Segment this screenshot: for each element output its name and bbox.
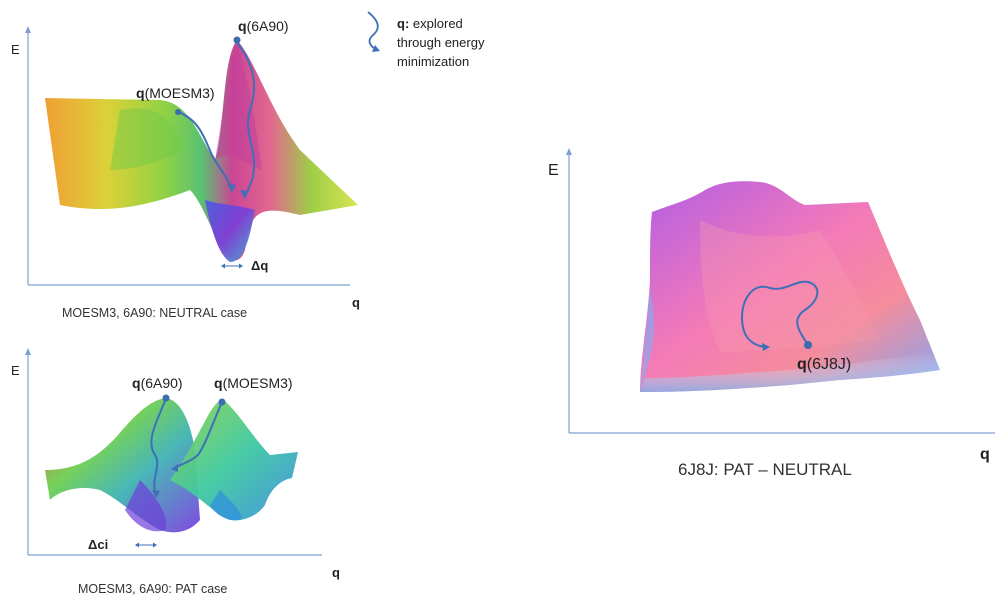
- legend-squiggle-icon: [367, 11, 380, 52]
- legend-line-3: minimization: [397, 54, 470, 69]
- panel-c-label-6j8j: q(6J8J): [797, 356, 852, 373]
- panel-a-axes: [25, 26, 350, 286]
- panel-a-label-6a90: q(6A90): [238, 18, 289, 34]
- panel-a-y-axis-label: E: [11, 42, 20, 57]
- panel-c-x-axis-label: q: [980, 446, 990, 463]
- panel-b-label-6a90: q(6A90): [132, 375, 183, 391]
- panel-c-caption: 6J8J: PAT – NEUTRAL: [678, 460, 852, 479]
- panel-b-label-moesm3: q(MOESM3): [214, 375, 293, 391]
- panel-a-point-moesm3: [175, 109, 181, 115]
- panel-c-axes: [566, 148, 995, 434]
- panel-b-surface: [45, 398, 298, 533]
- panel-b-delta-label: Δci: [88, 537, 109, 552]
- panel-a-paths: [177, 41, 256, 269]
- panel-b-point-6a90: [162, 394, 170, 402]
- panel-b-axes: [25, 348, 322, 556]
- panel-a-delta-label: Δq: [251, 258, 269, 273]
- legend: q: explored through energy minimization: [397, 14, 484, 71]
- panel-b-x-axis-label: q: [332, 565, 340, 580]
- panel-a-surface: [45, 40, 358, 262]
- panel-a-point-6a90: [233, 36, 241, 44]
- legend-line-2: through energy: [397, 35, 485, 50]
- panel-b-paths: [135, 397, 223, 548]
- panel-c-path: [740, 280, 819, 351]
- panel-b-caption: MOESM3, 6A90: PAT case: [78, 582, 228, 596]
- panel-a-caption: MOESM3, 6A90: NEUTRAL case: [62, 306, 248, 320]
- panel-b-point-moesm3: [218, 398, 226, 406]
- legend-line-1: explored: [412, 16, 463, 31]
- panel-a-label-moesm3: q(MOESM3): [136, 85, 215, 101]
- panel-b-y-axis-label: E: [11, 363, 20, 378]
- panel-c-y-axis-label: E: [548, 162, 559, 179]
- panel-a-x-axis-label: q: [352, 295, 360, 310]
- panel-c-point-6j8j: [804, 341, 812, 349]
- legend-term: q:: [397, 16, 410, 31]
